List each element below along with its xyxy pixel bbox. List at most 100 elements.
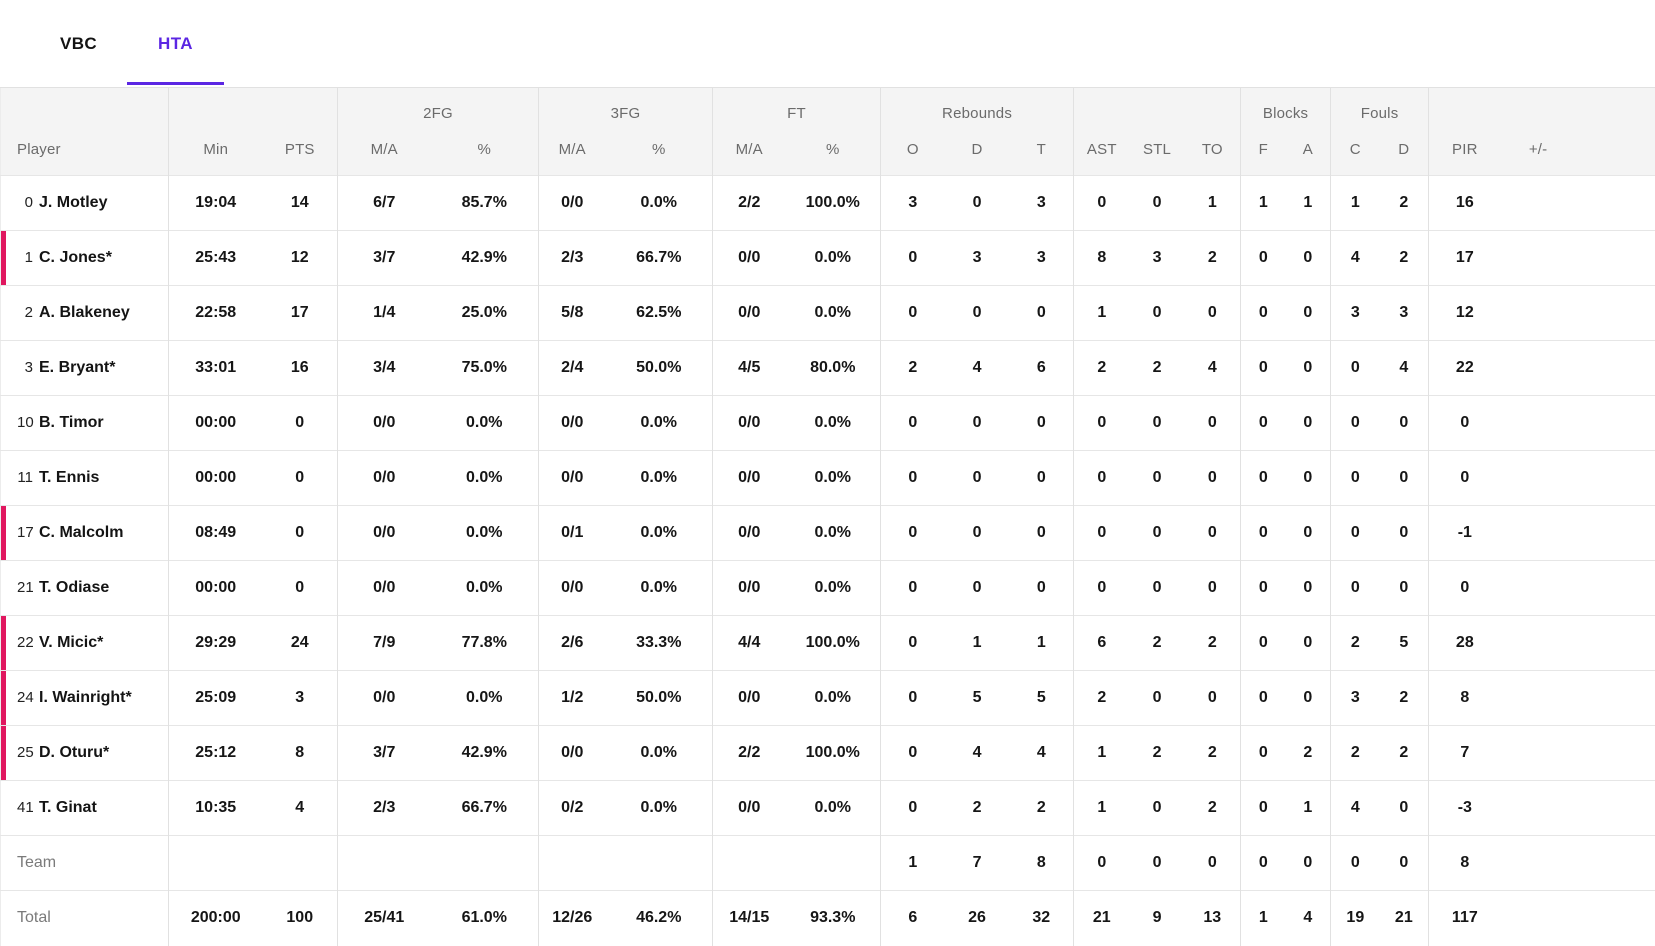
cell-pir: 8 — [1428, 835, 1501, 891]
cell-reb_d: 3 — [972, 249, 982, 266]
cell-spacer — [1576, 836, 1655, 891]
cell-stl: 0 — [1152, 524, 1162, 541]
cell-pir: 8 — [1428, 670, 1501, 726]
cell-pir: 0 — [1428, 560, 1501, 616]
cell-foul_d: 0 — [1399, 579, 1409, 596]
tab-vbc[interactable]: VBC — [59, 33, 98, 53]
cell-blk_f: 1 — [1240, 890, 1286, 946]
cell-fg2_pct: 61.0% — [461, 909, 507, 927]
col-header-foul_d: D — [1379, 123, 1429, 176]
cell-fg2_ma: 2/3 — [337, 780, 431, 836]
cell-fg2_ma: 3/7 — [337, 230, 431, 286]
cell-blk_a: 0 — [1303, 579, 1313, 596]
col-group-blank — [1428, 87, 1655, 124]
jersey-number: 10 — [17, 414, 34, 431]
header-group-row: 2FG 3FG FT Rebounds Blocks Fouls — [0, 87, 1655, 124]
cell-spacer — [1576, 176, 1655, 231]
cell-stl: 0 — [1152, 689, 1162, 706]
cell-fg2_ma: 25/41 — [337, 890, 431, 946]
on-court-indicator — [1, 506, 6, 560]
col-header-reb_o: O — [880, 123, 945, 176]
cell-to: 13 — [1203, 909, 1222, 927]
cell-blk_f: 0 — [1240, 230, 1286, 286]
cell-fg2_ma: 0/0 — [337, 560, 431, 616]
cell-fg3_ma: 0/2 — [538, 780, 606, 836]
cell-fg2_ma: 7/9 — [337, 615, 431, 671]
cell-ft_ma: 0/0 — [712, 670, 786, 726]
cell-pts: 0 — [295, 579, 305, 596]
col-header-reb_t: T — [1009, 123, 1074, 176]
cell-blk_f: 0 — [1240, 340, 1286, 396]
cell-reb_d: 5 — [972, 689, 982, 706]
col-group-blocks: Blocks — [1240, 87, 1331, 124]
col-header-blk_f: F — [1240, 123, 1286, 176]
on-court-indicator — [1, 616, 6, 670]
cell-ft_pct: 80.0% — [810, 359, 856, 376]
cell-blk_a: 0 — [1303, 469, 1313, 486]
col-group-3fg: 3FG — [538, 87, 713, 124]
col-group-blank — [168, 87, 338, 124]
cell-ft_pct: 0.0% — [814, 414, 851, 431]
cell-pir: 16 — [1428, 175, 1501, 231]
cell-plus_minus — [1501, 836, 1576, 891]
cell-stl: 9 — [1152, 909, 1162, 927]
cell-reb_o: 0 — [880, 670, 945, 726]
cell-foul_c: 0 — [1330, 395, 1380, 451]
cell-blk_a: 0 — [1303, 524, 1313, 541]
cell-fg2_ma: 6/7 — [337, 175, 431, 231]
cell-ft_pct: 93.3% — [810, 909, 856, 927]
cell-reb_o: 0 — [880, 285, 945, 341]
col-header-fg2_ma: M/A — [337, 123, 431, 176]
cell-to: 0 — [1207, 524, 1217, 541]
cell-to: 2 — [1207, 799, 1217, 816]
header-column-row: Player Min PTS M/A% M/A% M/A% O D T AST STL TO F A C D P… — [0, 123, 1655, 176]
col-header-stl: STL — [1129, 123, 1185, 176]
player-row: 11 T. Ennis 00:00 0 0/0 0.0% 0/0 0.0% 0/0 0.0% 0 0 0… — [0, 450, 1655, 506]
cell-blk_f: 0 — [1240, 670, 1286, 726]
cell-fg3_pct: 66.7% — [636, 249, 682, 266]
player-row: 1 C. Jones* 25:43 12 3/7 42.9% 2/3 66.7% 0/0 0.0%… — [0, 230, 1655, 286]
cell-pir: 28 — [1428, 615, 1501, 671]
summary-label: Team — [17, 854, 57, 871]
cell-plus_minus — [1501, 891, 1576, 946]
cell-reb_t: 4 — [1036, 744, 1046, 761]
cell-blk_f: 0 — [1240, 505, 1286, 561]
col-group-blank — [1073, 87, 1241, 124]
cell-to: 0 — [1207, 469, 1217, 486]
cell-ft_ma: 0/0 — [712, 505, 786, 561]
cell-min: 00:00 — [168, 560, 263, 616]
table-header: 2FG 3FG FT Rebounds Blocks Fouls Player Min PTS… — [0, 87, 1655, 176]
cell-fg2_pct: 0.0% — [466, 524, 503, 541]
cell-pts: 0 — [295, 524, 305, 541]
cell-reb_t: 3 — [1036, 249, 1046, 266]
cell-spacer — [1576, 781, 1655, 836]
player-name: J. Motley — [39, 194, 108, 211]
player-row: 22 V. Micic* 29:29 24 7/9 77.8% 2/6 33.3% 4/4 100… — [0, 615, 1655, 671]
player-cell: 22 V. Micic* — [1, 616, 169, 671]
cell-foul_d: 0 — [1399, 854, 1409, 871]
cell-stl: 0 — [1152, 579, 1162, 596]
cell-pir: 22 — [1428, 340, 1501, 396]
cell-plus_minus — [1501, 176, 1576, 231]
cell-foul_c: 0 — [1330, 450, 1380, 506]
cell-reb_d: 0 — [972, 524, 982, 541]
col-header-pts: PTS — [262, 123, 338, 176]
cell-fg2_pct: 75.0% — [461, 359, 507, 376]
cell-blk_a: 0 — [1303, 634, 1313, 651]
cell-spacer — [1576, 726, 1655, 781]
cell-fg2_ma: 3/7 — [337, 725, 431, 781]
cell-fg3_ma: 12/26 — [538, 890, 606, 946]
col-header-fg3_ma: M/A — [538, 123, 606, 176]
cell-foul_d: 5 — [1399, 634, 1409, 651]
player-name: T. Ginat — [39, 799, 97, 816]
cell-fg3_pct: 46.2% — [636, 909, 682, 927]
cell-reb_t: 5 — [1036, 689, 1046, 706]
cell-to: 0 — [1207, 854, 1217, 871]
cell-fg2_pct: 0.0% — [466, 689, 503, 706]
col-header-spacer — [1575, 123, 1655, 176]
jersey-number: 2 — [24, 304, 33, 321]
col-header-blk_a: A — [1285, 123, 1331, 176]
col-header-fg2_pct: % — [430, 123, 539, 176]
tab-hta[interactable]: HTA — [127, 0, 224, 87]
cell-foul_c: 0 — [1330, 340, 1380, 396]
